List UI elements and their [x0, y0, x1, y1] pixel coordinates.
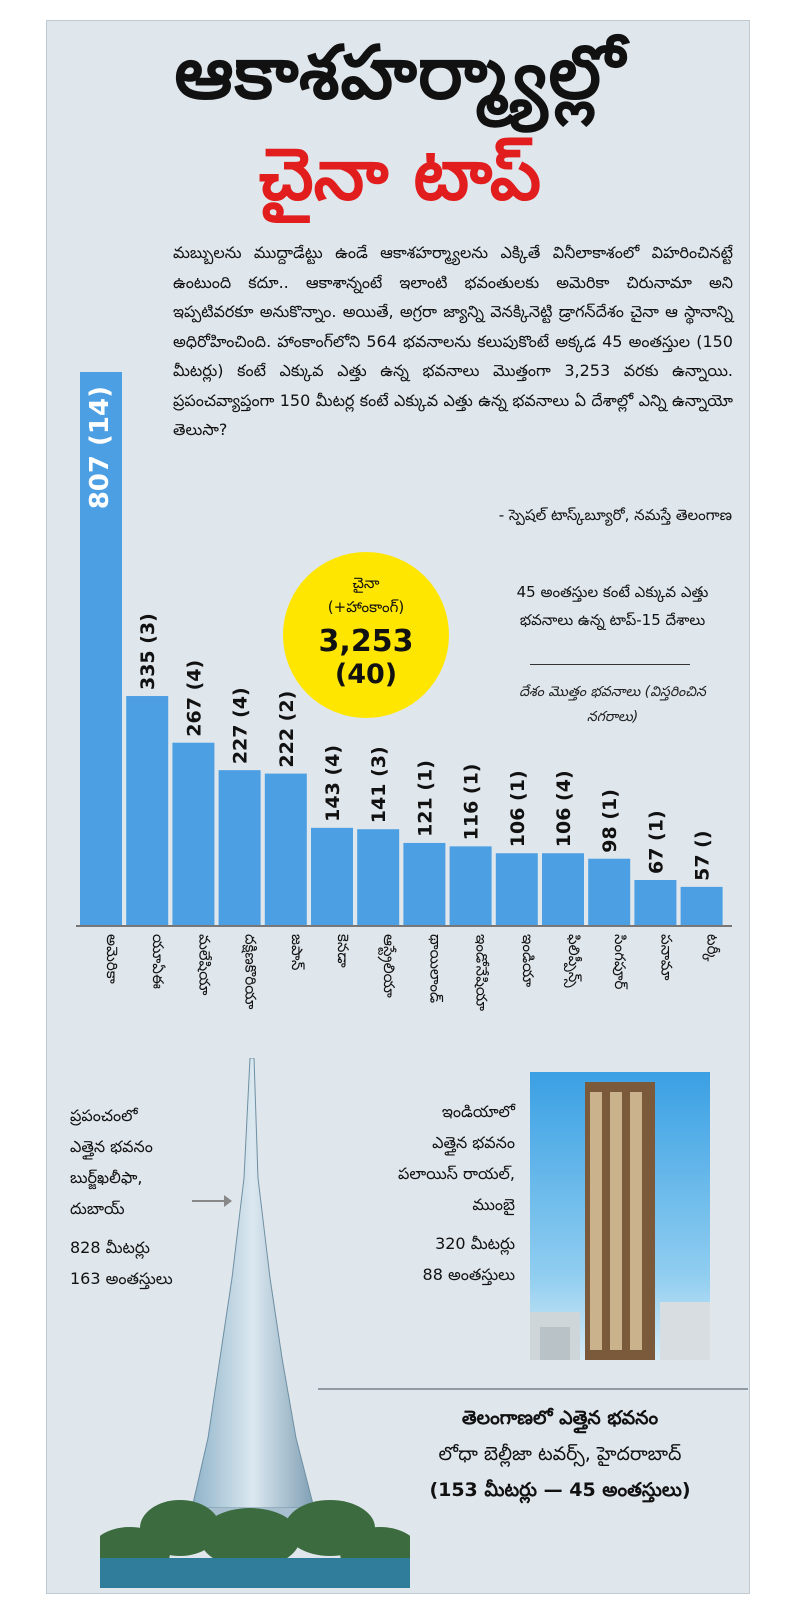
- category-label-11: సింగపూర్: [611, 934, 629, 990]
- bar-8: [449, 846, 492, 926]
- world-tower-line: ఎత్తైన భవనం: [70, 1137, 153, 1156]
- bar-13: [680, 886, 723, 926]
- bar-value-label-0: 807 (14): [85, 386, 115, 509]
- category-label-4: జపాన్: [288, 934, 306, 970]
- world-tower-line: బుర్జ్‌ఖలీఫా,: [70, 1168, 143, 1187]
- category-label-6: ఆస్ట్రేలియా: [377, 934, 398, 998]
- telangana-tallest: తెలంగాణలో ఎత్తైన భవనం లోధా బెల్లీజా టవర్…: [380, 1400, 740, 1508]
- china-bubble-value: 3,253: [318, 624, 414, 659]
- world-tower-line: ప్రపంచంలో: [70, 1106, 138, 1125]
- category-label-5: కెనడా: [334, 934, 352, 968]
- bar-4: [264, 773, 307, 926]
- category-label-1: యూఏఈ: [149, 934, 167, 989]
- bar-12: [634, 880, 677, 926]
- category-label-10: ఫిలిప్పీన్స్: [563, 934, 583, 989]
- india-tower-line: ఇండియాలో: [441, 1102, 515, 1121]
- india-tower-height: 320 మీటర్లు: [435, 1234, 515, 1253]
- bar-value-label-1: 335 (3): [137, 613, 159, 690]
- bar-value-label-6: 141 (3): [368, 746, 390, 823]
- page-subtitle: చైనా టాప్: [258, 132, 542, 216]
- category-label-13: టర్కీ: [702, 934, 722, 962]
- bar-7: [403, 842, 446, 926]
- india-tower-line: ముంబై: [472, 1195, 515, 1214]
- category-label-8: ఇండోనేషియా: [473, 934, 491, 1011]
- world-tower-line: దుబాయ్: [70, 1199, 125, 1218]
- telangana-line-3: (153 మీటర్లు — 45 అంతస్తులు): [429, 1479, 691, 1501]
- china-bubble-cities: (40): [334, 659, 398, 690]
- category-label-0: అమెరికా: [103, 934, 121, 984]
- india-tower-line: పలాయిస్ రాయల్,: [397, 1164, 515, 1183]
- china-bubble: చైనా (+హాంకాంగ్) 3,253 (40): [283, 552, 449, 718]
- page-title: ఆకాశహర్మ్యాల్లో: [174, 30, 626, 116]
- footer-divider: [318, 1388, 748, 1390]
- bar-value-label-2: 267 (4): [183, 660, 205, 737]
- bar-3: [218, 770, 261, 926]
- bar-value-label-10: 106 (4): [553, 770, 575, 847]
- palais-royale-illustration: [530, 1072, 710, 1360]
- bar-0: [80, 372, 122, 926]
- world-tower-floors: 163 అంతస్తులు: [70, 1269, 173, 1288]
- bar-5: [311, 827, 353, 926]
- bar-chart: 807 (14) అమెరికా 335 (3) యూఏఈ 267 (4) మలేషియా…: [76, 372, 732, 1011]
- burj-khalifa-illustration: [90, 1057, 420, 1588]
- china-bubble-sub: (+హాంకాంగ్): [327, 598, 405, 616]
- bar-1: [126, 696, 169, 926]
- india-tower-floors: 88 అంతస్తులు: [422, 1265, 515, 1284]
- bar-value-label-5: 143 (4): [322, 745, 344, 822]
- bar-value-label-13: 57 (): [692, 830, 714, 880]
- india-tower-label: ఇండియాలో ఎత్తైన భవనం పలాయిస్ రాయల్, ముంబ…: [385, 1096, 515, 1290]
- bar-6: [357, 829, 400, 926]
- bar-2: [172, 742, 215, 926]
- china-bubble-country: చైనా: [352, 574, 380, 592]
- telangana-line-2: లోధా బెల్లీజా టవర్స్, హైదరాబాద్: [438, 1443, 682, 1465]
- india-tower-line: ఎత్తైన భవనం: [432, 1133, 515, 1152]
- category-label-9: ఇండియా: [519, 934, 537, 987]
- bar-value-label-4: 222 (2): [276, 691, 298, 768]
- category-label-7: థాయిలాండ్: [426, 934, 444, 1003]
- legend-title: 45 అంతస్తుల కంటే ఎక్కువ ఎత్తు భవనాలు ఉన్…: [516, 583, 709, 629]
- bar-9: [495, 853, 538, 926]
- bar-value-label-12: 67 (1): [645, 810, 667, 874]
- world-tower-height: 828 మీటర్లు: [70, 1238, 150, 1257]
- pointer-arrow-icon: [192, 1195, 232, 1207]
- world-tower-label: ప్రపంచంలో ఎత్తైన భవనం బుర్జ్‌ఖలీఫా, దుబా…: [70, 1100, 173, 1294]
- bar-value-label-8: 116 (1): [461, 763, 483, 840]
- telangana-line-1: తెలంగాణలో ఎత్తైన భవనం: [461, 1407, 659, 1429]
- bar-value-label-11: 98 (1): [599, 789, 621, 853]
- bar-value-label-7: 121 (1): [414, 760, 436, 837]
- bar-value-label-9: 106 (1): [507, 770, 529, 847]
- legend-divider: [530, 664, 690, 665]
- bar-10: [542, 853, 584, 926]
- category-label-3: దక్షిణకొరియా: [242, 934, 260, 1009]
- bar-value-label-3: 227 (4): [230, 687, 252, 764]
- byline: - స్పెషల్ టాస్క్‌బ్యూరో, నమస్తే తెలంగాణ: [498, 506, 732, 524]
- legend-note: దేశం మొత్తం భవనాలు (విస్తరించిన నగరాలు): [519, 684, 706, 725]
- bar-11: [588, 858, 631, 926]
- category-label-12: పనామా: [657, 934, 675, 981]
- category-label-2: మలేషియా: [195, 934, 213, 995]
- intro-paragraph: మబ్బులను ముద్దాడేట్టు ఉండే ఆకాశహర్మ్యాలన…: [173, 243, 733, 439]
